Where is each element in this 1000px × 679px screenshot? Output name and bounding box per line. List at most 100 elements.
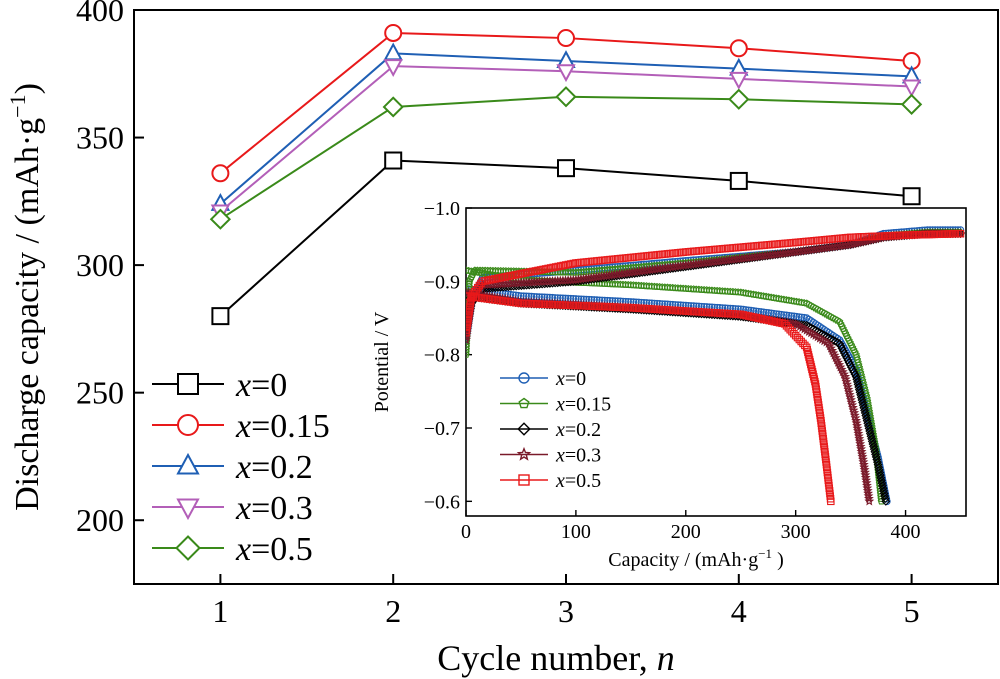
inset-legend-label-var: x bbox=[555, 445, 565, 467]
inset-series-4-discharge-point bbox=[765, 316, 773, 325]
inset-series-3-discharge-point bbox=[860, 469, 871, 480]
legend-marker-3 bbox=[176, 498, 200, 521]
legend-label-var: x bbox=[235, 408, 251, 445]
inset-series-3-discharge-point bbox=[856, 446, 867, 456]
inset-y-tick-label: −0.6 bbox=[424, 491, 460, 513]
x-tick-label: 5 bbox=[904, 593, 920, 629]
inset-series-2-discharge-point bbox=[870, 447, 880, 457]
inset-series-2-discharge-point bbox=[871, 452, 881, 462]
x-tick-label: 2 bbox=[385, 593, 401, 629]
inset-series-3-discharge-point bbox=[853, 428, 864, 438]
y-axis-label-text: Discharge capacity / (mAh·g bbox=[9, 118, 46, 511]
inset-legend-marker-3 bbox=[516, 446, 532, 461]
inset-legend-label-val: =0.5 bbox=[565, 470, 601, 492]
series-3-point bbox=[901, 79, 922, 98]
inset-series-4-discharge-point bbox=[804, 350, 813, 359]
series-line-4 bbox=[219, 95, 912, 221]
inset-series-2-discharge-point bbox=[856, 390, 866, 400]
inset-series-3-discharge-point bbox=[857, 449, 867, 459]
inset-series-3-discharge-point bbox=[856, 443, 867, 454]
series-0-point bbox=[729, 171, 748, 190]
inset-series-2-discharge-point bbox=[867, 436, 877, 446]
x-axis-label: Cycle number, n bbox=[437, 638, 675, 678]
series-1-point bbox=[729, 39, 748, 58]
inset-legend-marker-0 bbox=[518, 372, 530, 384]
inset-series-3-discharge-point bbox=[854, 436, 865, 446]
inset-series-4-discharge-point bbox=[739, 311, 748, 319]
inset-series-2-discharge-point bbox=[865, 426, 875, 436]
inset-series-3-discharge-point bbox=[863, 490, 874, 501]
inset-series-2-discharge-point bbox=[854, 385, 864, 395]
inset-series-4-discharge-point bbox=[827, 497, 835, 506]
inset-legend-label-val: =0.3 bbox=[565, 445, 601, 467]
inset-x-tick-label: 300 bbox=[781, 521, 811, 543]
series-3-point bbox=[556, 64, 576, 83]
inset-series-2-discharge-point bbox=[872, 457, 882, 467]
inset-series-2-discharge-point bbox=[869, 444, 879, 454]
series-3-point bbox=[729, 71, 749, 90]
inset-series-2-discharge-point bbox=[877, 478, 887, 488]
inset-series-2-discharge-point bbox=[830, 336, 840, 346]
x-tick-label: 3 bbox=[558, 593, 574, 629]
inset-y-tick-label: −0.7 bbox=[424, 418, 460, 440]
main-plot: 1 2 3 4 5 200 250 300 350 400 Cycle number, n Disch… bbox=[5, 0, 999, 678]
inset-legend-label-4: x=0.5 bbox=[555, 470, 601, 492]
inset-series-3-discharge-point bbox=[851, 418, 862, 428]
inset-series-2-discharge-point bbox=[872, 455, 882, 464]
inset-series-2-discharge-point bbox=[880, 491, 890, 501]
inset-series-1-discharge-point bbox=[470, 267, 478, 275]
inset-legend-label-var: x bbox=[555, 419, 565, 441]
series-0-point bbox=[384, 151, 403, 170]
legend-label-val: =0.15 bbox=[251, 408, 330, 445]
inset-series-3-discharge-point bbox=[860, 472, 871, 482]
inset-series-2-discharge-point bbox=[881, 496, 891, 506]
inset-series-4-discharge-point bbox=[747, 312, 755, 321]
inset-series-3-discharge-point bbox=[861, 477, 872, 488]
inset-series-3-discharge-point bbox=[862, 485, 873, 496]
inset-x-axis-label: Capacity / (mAh·g−1 ) bbox=[608, 546, 783, 571]
inset-legend-bg bbox=[496, 443, 648, 466]
inset-legend-marker-4 bbox=[518, 474, 530, 486]
inset-series-2-discharge-point bbox=[860, 408, 870, 418]
inset-series-2-discharge-point bbox=[863, 421, 873, 431]
inset-series-4-discharge-point bbox=[775, 318, 784, 327]
inset-series-4-discharge-point bbox=[807, 360, 815, 369]
legend-label-var: x bbox=[235, 490, 251, 527]
inset-series-2-discharge-point bbox=[879, 489, 889, 498]
inset-series-3-discharge-point bbox=[861, 475, 872, 485]
inset-series-2-discharge-point bbox=[861, 413, 871, 423]
inset-series-4-discharge-point bbox=[807, 363, 816, 371]
inset-legend-label-2: x=0.2 bbox=[555, 419, 601, 441]
inset-series-4-discharge-point bbox=[757, 315, 766, 323]
inset-series-2-discharge-point bbox=[875, 468, 885, 477]
series-0-point bbox=[211, 307, 230, 326]
inset-series-4-discharge-point bbox=[768, 317, 776, 325]
legend-label-val: =0.2 bbox=[251, 449, 313, 486]
series-2-point bbox=[383, 42, 403, 61]
inset-series-2-discharge-point bbox=[858, 400, 868, 410]
series-3-point bbox=[383, 59, 403, 78]
inset-series-2-discharge-point bbox=[853, 379, 863, 389]
series-4-point bbox=[555, 86, 577, 108]
y-tick-label: 300 bbox=[76, 247, 124, 283]
legend-label-1: x=0.15 bbox=[235, 408, 330, 445]
inset-series-4-discharge-point bbox=[770, 317, 779, 326]
inset-legend-label-var: x bbox=[555, 470, 565, 492]
inset-series-4-discharge-point bbox=[809, 370, 817, 378]
legend-label-0: x=0 bbox=[235, 367, 287, 404]
inset-series-3-discharge-point bbox=[855, 441, 866, 451]
y-tick-label: 200 bbox=[76, 502, 124, 538]
inset-x-tick-label: 100 bbox=[561, 521, 591, 543]
inset-series-3-discharge-point bbox=[852, 423, 863, 433]
inset-legend-bg bbox=[496, 392, 648, 415]
inset-series-4-discharge-point bbox=[806, 358, 814, 366]
series-4-point bbox=[382, 96, 404, 118]
inset-legend-marker-1 bbox=[518, 397, 530, 409]
series-1-point bbox=[557, 29, 575, 48]
inset-series-3-discharge-point bbox=[788, 318, 798, 328]
legend-label-var: x bbox=[235, 367, 251, 404]
y-axis-label: Discharge capacity / (mAh·g−1) bbox=[5, 83, 46, 511]
inset-series-1-discharge-point bbox=[478, 269, 486, 277]
inset-series-4-discharge-point bbox=[808, 368, 817, 376]
inset-series-4-charge-point bbox=[956, 229, 965, 238]
